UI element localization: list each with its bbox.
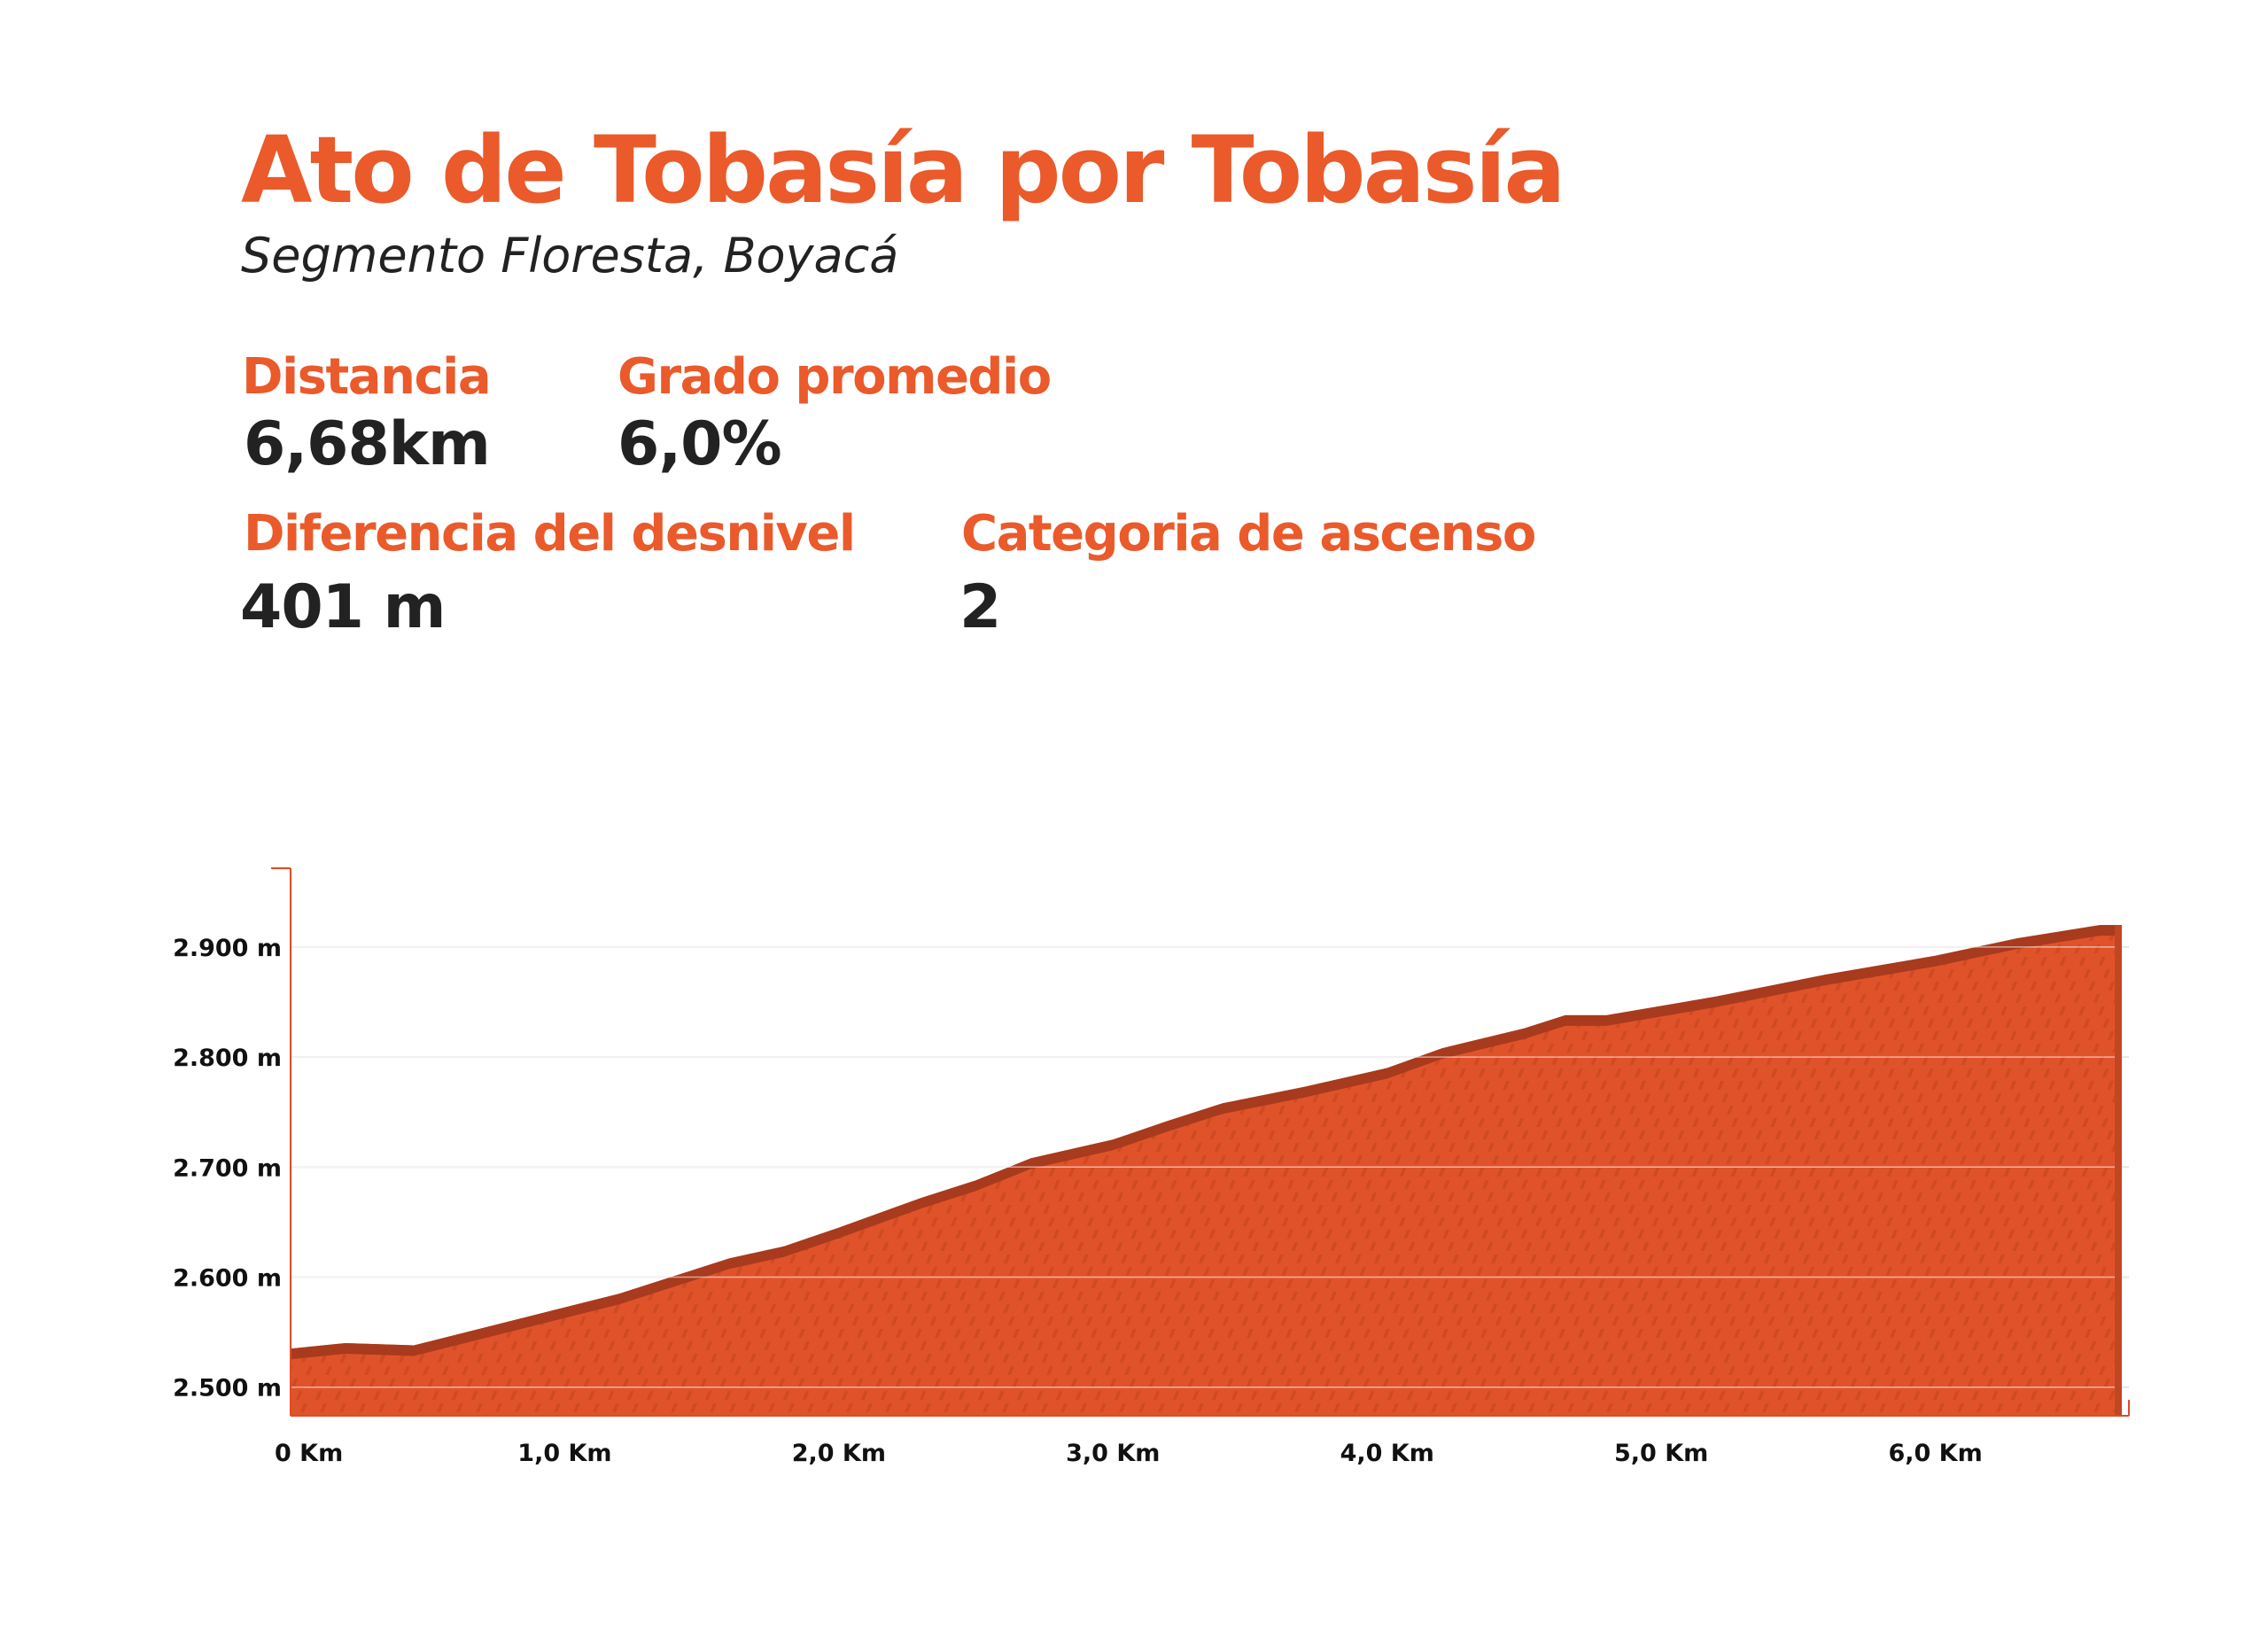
elevation-area-fill (291, 925, 2122, 1416)
category-label: Categoria de ascenso (961, 505, 1536, 563)
grade-label: Grado promedio (617, 348, 1052, 406)
x-tick-label: 0 Km (275, 1440, 343, 1467)
y-tick-label: 2.700 m (173, 1154, 282, 1182)
x-tick-label: 3,0 Km (1066, 1440, 1160, 1467)
category-value: 2 (959, 572, 1001, 642)
elevation-value: 401 m (240, 572, 446, 642)
page-subtitle: Segmento Floresta, Boyacá (241, 228, 899, 284)
x-tick-labels: 0 Km 1,0 Km 2,0 Km 3,0 Km 4,0 Km 5,0 Km 6,0 Km (275, 1440, 1983, 1467)
area-right-edge (2115, 925, 2122, 1416)
y-tick-label: 2.900 m (173, 935, 282, 962)
y-tick-labels: 2.500 m 2.600 m 2.700 m 2.800 m 2.900 m (173, 935, 282, 1402)
axes (271, 867, 2130, 1417)
distance-label: Distancia (242, 348, 492, 406)
x-tick-label: 4,0 Km (1340, 1440, 1434, 1467)
page-title: Ato de Tobasía por Tobasía (241, 116, 1566, 224)
x-tick-label: 5,0 Km (1614, 1440, 1708, 1467)
x-tick-label: 1,0 Km (517, 1440, 611, 1467)
distance-value: 6,68km (244, 409, 491, 479)
elevation-area (291, 925, 2122, 1416)
elevation-label: Diferencia del desnivel (244, 505, 856, 563)
x-tick-label: 6,0 Km (1888, 1440, 1982, 1467)
y-tick-label: 2.500 m (173, 1375, 282, 1402)
y-tick-label: 2.600 m (173, 1265, 282, 1293)
grade-value: 6,0% (617, 409, 782, 479)
y-tick-label: 2.800 m (173, 1045, 282, 1072)
x-tick-label: 2,0 Km (792, 1440, 886, 1467)
